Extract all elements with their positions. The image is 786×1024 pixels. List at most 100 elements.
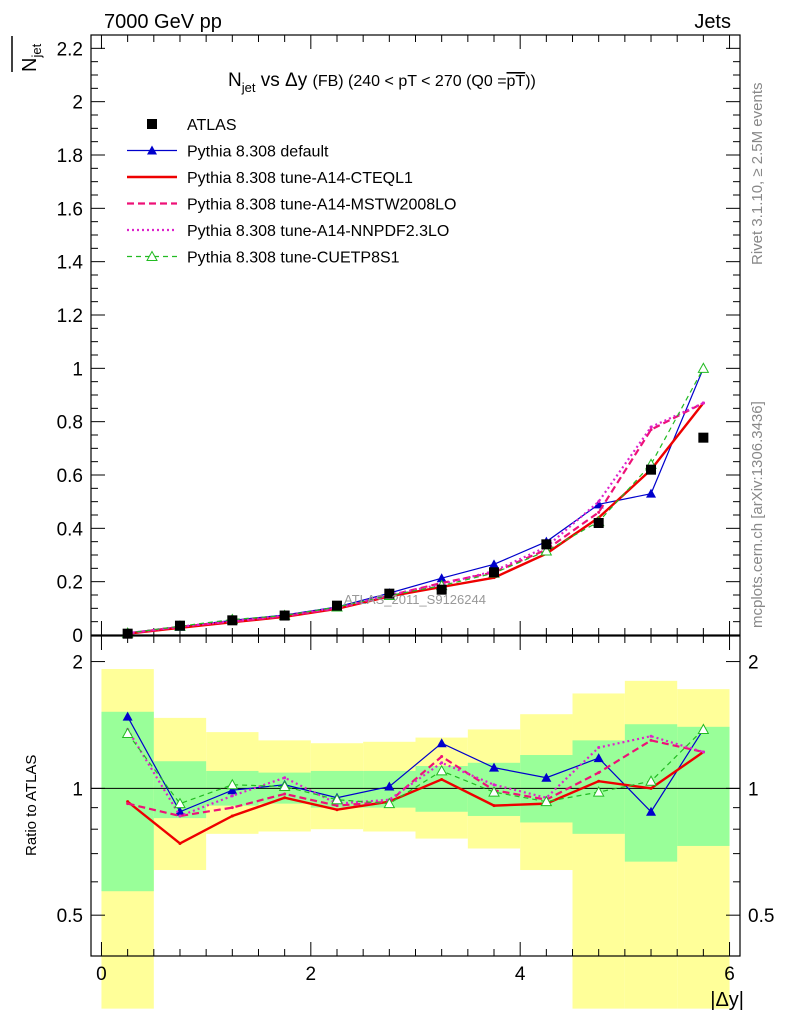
svg-text:Njet: Njet (19, 43, 44, 72)
ratio-series-4-point (488, 786, 500, 797)
ratio-series-3-line (126, 728, 704, 818)
main-series-0-point (436, 573, 447, 583)
ratio-series-0-point (541, 772, 552, 782)
ratio-series-3-point (178, 814, 182, 818)
atlas-data-point (122, 628, 133, 639)
title-main: N (228, 70, 242, 91)
legend-label: Pythia 8.308 default (187, 144, 329, 161)
ratio-series-0-point (174, 806, 185, 816)
atlas-data-point (227, 615, 238, 626)
legend-marker-data (147, 119, 157, 129)
ratio-series-4-point (435, 764, 448, 776)
main-y-tick-label: 2.2 (57, 39, 83, 60)
x-tick-label: 6 (724, 964, 735, 985)
ratio-series-3-point (649, 734, 653, 738)
ratio-series-3-point (701, 750, 705, 754)
atlas-data-point (646, 464, 657, 475)
ratio-series-2-point (597, 771, 601, 775)
ratio-series-1-point (230, 814, 234, 818)
side-text-bottom: mcplots.cern.ch [arXiv:1306.3436] (749, 401, 766, 628)
ratio-series-4-point (540, 795, 553, 807)
atlas-data-point (698, 432, 709, 443)
title-over: pT (507, 73, 526, 90)
ratio-series-3-point (440, 761, 444, 765)
atlas-data-point (279, 610, 290, 621)
ratio-series-4-point (697, 723, 710, 734)
x-tick-label: 2 (306, 964, 317, 985)
plot-title: Njet vs Δy (FB) (240 < pT < 270 (Q0 =pT)… (228, 70, 536, 95)
ratio-series-1-point (283, 796, 287, 800)
watermark: ATLAS_2011_S9126244 (344, 592, 486, 607)
ratio-series-1-line (126, 751, 705, 845)
ratio-series-2-point (230, 806, 234, 810)
atlas-data-point (331, 600, 342, 611)
ratio-series-4-point (645, 775, 657, 786)
atlas-data-point (593, 518, 604, 528)
ratio-series-3-point (492, 783, 496, 787)
ratio-series-4-point (174, 797, 186, 809)
main-y-tick-label: 0 (72, 626, 83, 647)
main-series-3-line (127, 402, 704, 635)
ratio-series-0-point (384, 781, 395, 791)
atlas-data-point (384, 588, 395, 599)
ratio-bands (101, 669, 730, 1009)
main-y-tick-label: 1 (72, 359, 83, 380)
ratio-series-2-point (283, 792, 287, 796)
legend-label: Pythia 8.308 tune-A14-MSTW2008LO (187, 197, 456, 214)
header-left: 7000 GeV pp (104, 11, 222, 33)
ratio-series-2-line (127, 739, 704, 818)
main-y-tick-label: 1.4 (57, 253, 84, 274)
title-close: )) (525, 73, 536, 90)
ratio-series-0-point (436, 738, 447, 748)
main-series-0-point (646, 488, 657, 498)
ratio-y-tick-label-right: 2 (748, 653, 759, 674)
legend-label: Pythia 8.308 tune-A14-CTEQL1 (187, 170, 413, 187)
ratio-series-2-point (440, 755, 444, 759)
ratio-series (121, 711, 710, 845)
main-y-tick-label: 1.6 (57, 199, 83, 220)
atlas-data-point (436, 584, 447, 595)
title-main-sub: jet (241, 80, 256, 95)
ratio-series-4-point (121, 727, 134, 738)
main-series-0-point (593, 499, 604, 509)
ratio-y-tick-label: 2 (72, 653, 83, 674)
main-y-tick-label: 2 (72, 93, 83, 114)
legend-marker-4 (146, 250, 158, 261)
band-inner-bin (677, 726, 730, 846)
ratio-series-0-point (122, 711, 133, 721)
title-range: (240 < pT < 270 (Q0 = (344, 73, 507, 90)
ratio-y-tick-label-right: 0.5 (748, 906, 774, 927)
ratio-y-label: Ratio to ATLAS (23, 755, 40, 856)
ratio-series-4-point (331, 793, 343, 805)
ratio-series-0-point (593, 753, 604, 763)
band-inner-bin (624, 724, 678, 862)
ratio-series-2-point (649, 738, 653, 742)
main-y-tick-label: 0.8 (57, 413, 83, 434)
main-y-tick-label: 0.6 (57, 466, 83, 487)
ratio-y-tick-label-right: 1 (748, 779, 759, 800)
legend-label: Pythia 8.308 tune-CUETP8S1 (187, 250, 400, 267)
header-right: Jets (694, 11, 731, 33)
ratio-y-tick-label: 1 (72, 779, 83, 800)
x-tick-label: 4 (515, 964, 526, 985)
atlas-data-point (541, 539, 552, 550)
legend: ATLAS Pythia 8.308 default Pythia 8.308 tu… (127, 117, 456, 267)
main-series (121, 362, 710, 639)
ratio-series-4-point (278, 780, 291, 792)
ratio-series-4-line (127, 729, 704, 805)
legend-label: Pythia 8.308 tune-A14-NNPDF2.3LO (187, 223, 449, 240)
ratio-series-4-point (592, 786, 605, 797)
ratio-series-4-point (226, 778, 239, 790)
main-y-tick-label: 1.8 (57, 146, 83, 167)
ratio-series-1-point (440, 777, 444, 781)
atlas-data-point (174, 620, 185, 631)
main-series-2-point (597, 510, 601, 514)
ratio-series-3-point (230, 794, 234, 798)
main-series-3-point (649, 425, 653, 429)
ratio-series-1-point (492, 804, 496, 808)
main-series-4-line (127, 368, 704, 634)
main-series-3-point (701, 401, 705, 405)
main-series-4-point (697, 362, 710, 373)
x-axis-label: |Δy| (710, 989, 744, 1011)
ylabel-sub: jet (29, 43, 44, 58)
